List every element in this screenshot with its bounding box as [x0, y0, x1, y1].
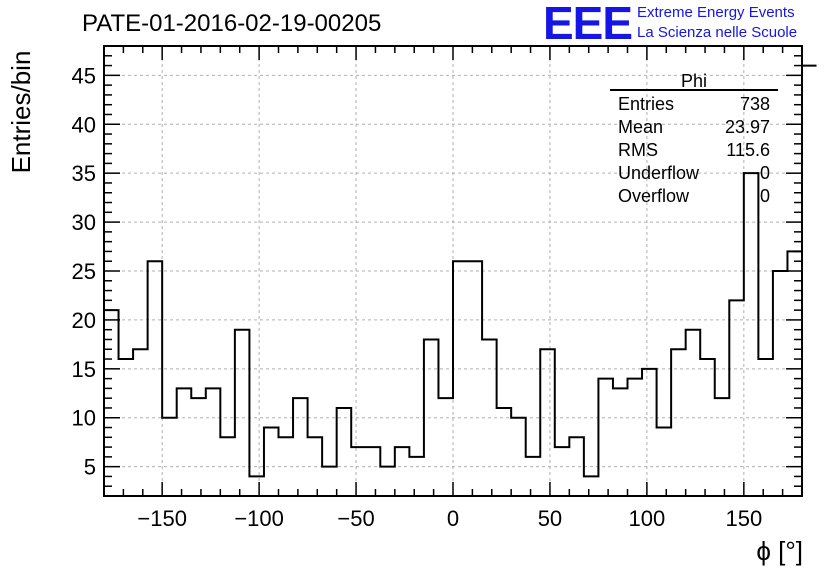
stats-overflow-value: 0 — [760, 186, 770, 206]
y-tick-label: 25 — [72, 259, 96, 284]
x-axis-title: ϕ [°] — [756, 536, 803, 566]
x-tick-label: −50 — [337, 506, 374, 531]
x-tick-label: 50 — [538, 506, 562, 531]
histogram-bin — [526, 457, 541, 496]
histogram-bin — [191, 398, 206, 496]
x-tick-label: −150 — [137, 506, 187, 531]
histogram-bin — [569, 437, 584, 496]
stats-overflow-label: Overflow — [618, 186, 690, 206]
histogram-bin — [308, 437, 323, 496]
stats-entries-value: 738 — [740, 94, 770, 114]
histogram-bin — [555, 447, 570, 496]
histogram-bin — [409, 457, 424, 496]
logo-caption-line2: La Scienza nelle Scuole — [637, 24, 798, 41]
histogram-bin — [540, 349, 555, 496]
histogram-bin — [133, 349, 148, 496]
x-tick-label: 100 — [629, 506, 666, 531]
stats-mean-label: Mean — [618, 117, 663, 137]
histogram-bin — [773, 271, 788, 496]
histogram-bin — [264, 428, 279, 496]
histogram-bin — [162, 418, 177, 496]
histogram-bin — [104, 310, 119, 496]
stats-rms-value: 115.6 — [726, 140, 770, 160]
histogram-bin — [206, 388, 221, 496]
chart-title: PATE-01-2016-02-19-00205 — [82, 10, 382, 37]
histogram-bin — [322, 467, 337, 496]
histogram-bin — [482, 339, 497, 496]
histogram-bin — [700, 359, 715, 496]
y-tick-label: 35 — [72, 161, 96, 186]
stats-box: Phi Entries 738 Mean 23.97 RMS 115.6 Und… — [610, 71, 778, 206]
stats-entries-label: Entries — [618, 94, 674, 114]
axes: −150 −100 −50 0 50 100 150 5 10 15 20 25 30 35 40 45 — [72, 45, 803, 531]
logo-caption-line1: Extreme Energy Events — [637, 4, 795, 21]
y-tick-label: 30 — [72, 210, 96, 235]
histogram-bin — [511, 418, 526, 496]
x-tick-label: 150 — [725, 506, 762, 531]
histogram-bin — [453, 261, 468, 496]
histogram-bin — [148, 261, 163, 496]
histogram-bin — [802, 66, 817, 496]
y-tick-label: 45 — [72, 63, 96, 88]
stats-title: Phi — [681, 71, 707, 91]
histogram-bin — [642, 369, 657, 496]
histogram-bin — [497, 408, 512, 496]
histogram-bin — [729, 300, 744, 496]
histogram-bin — [584, 476, 599, 496]
stats-underflow-label: Underflow — [618, 163, 700, 183]
histogram-bin — [177, 388, 192, 496]
histogram-bin — [671, 349, 686, 496]
histogram-bin — [220, 437, 235, 496]
histogram-bin — [293, 398, 308, 496]
histogram-bin — [468, 261, 483, 496]
x-tick-label: 0 — [447, 506, 459, 531]
histogram-bin — [380, 467, 395, 496]
histogram-bin — [119, 359, 134, 496]
histogram-bin — [235, 330, 250, 496]
x-tick-label: −100 — [234, 506, 284, 531]
histogram-bin — [613, 388, 628, 496]
histogram-bin — [351, 447, 366, 496]
histogram-bin — [598, 379, 613, 496]
histogram-bin — [395, 447, 410, 496]
y-axis-title: Entries/bin — [6, 51, 36, 174]
histogram-bin — [758, 359, 773, 496]
y-tick-label: 15 — [72, 357, 96, 382]
histogram-bin — [715, 398, 730, 496]
stats-mean-value: 23.97 — [725, 117, 770, 137]
stats-rms-label: RMS — [618, 140, 658, 160]
histogram-bin — [279, 437, 294, 496]
histogram-bin — [438, 398, 453, 496]
histogram-bin — [249, 476, 264, 496]
eee-logo: EEE — [543, 0, 633, 49]
stats-underflow-value: 0 — [760, 163, 770, 183]
histogram-bin — [787, 251, 802, 496]
y-tick-label: 10 — [72, 406, 96, 431]
histogram-bin — [424, 339, 439, 496]
y-tick-label: 5 — [84, 455, 96, 480]
histogram-bin — [337, 408, 352, 496]
histogram-bin — [366, 447, 381, 496]
histogram-bars — [104, 64, 817, 496]
histogram-bin — [744, 173, 759, 496]
y-tick-label: 20 — [72, 308, 96, 333]
histogram-bin — [686, 330, 701, 496]
histogram-bin — [628, 379, 643, 496]
y-tick-label: 40 — [72, 112, 96, 137]
histogram-bin — [657, 428, 672, 496]
histogram-outline — [104, 64, 817, 478]
